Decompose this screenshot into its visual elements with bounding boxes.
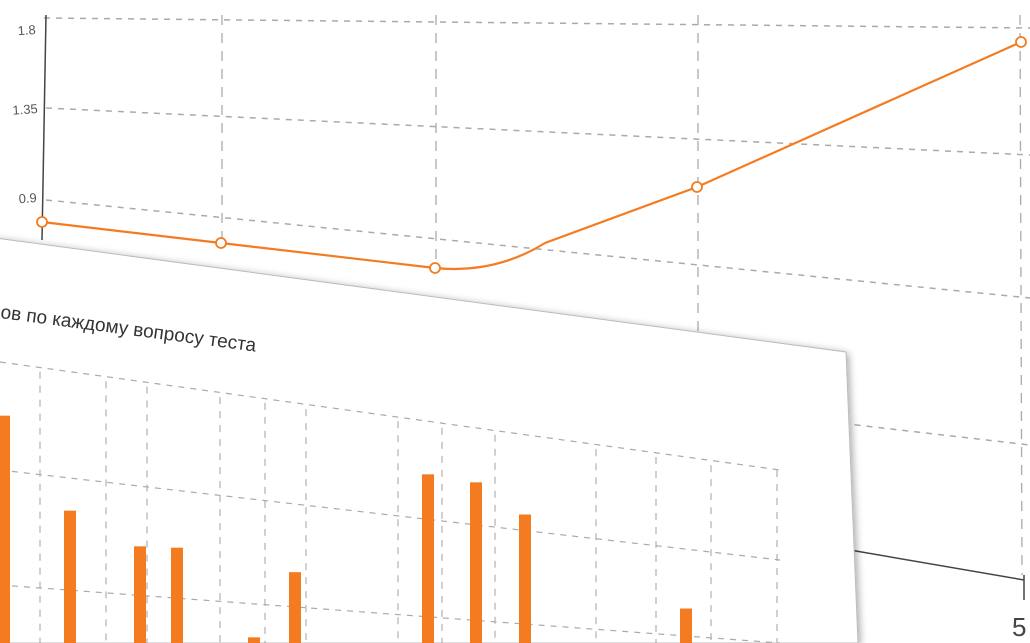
line-chart-y-ticks: 1.8 1.35 0.9 <box>12 22 38 206</box>
data-point <box>215 237 227 249</box>
gridline <box>45 107 1030 156</box>
data-point <box>691 181 703 193</box>
card-background <box>0 238 859 643</box>
bar-chart-grid <box>0 361 781 643</box>
y-tick-label: 0.9 <box>18 190 37 206</box>
y-tick-label: 1.8 <box>17 22 36 38</box>
x-tick-label: 5 <box>1012 612 1026 642</box>
gridline <box>1019 14 1023 576</box>
data-point <box>1015 36 1027 48</box>
bar <box>289 572 301 643</box>
bar <box>422 474 434 643</box>
x-axis <box>849 549 1025 581</box>
bar <box>64 510 76 643</box>
y-axis <box>41 14 47 241</box>
bar <box>519 514 531 643</box>
data-point <box>36 216 48 228</box>
gridline <box>43 17 1030 29</box>
bar <box>470 482 482 643</box>
gridline <box>0 584 781 643</box>
line-series <box>36 36 1027 274</box>
line-chart-axes <box>41 14 1025 600</box>
gridline <box>45 199 1030 299</box>
bar <box>171 547 183 643</box>
bar <box>134 546 146 643</box>
y-tick-label: 1.35 <box>12 101 38 118</box>
series-line <box>41 40 1022 271</box>
bar <box>0 415 10 643</box>
line-chart: 1.8 1.35 0.9 5 <box>12 14 1030 642</box>
bar <box>248 637 260 643</box>
bar <box>680 608 692 643</box>
bar-chart-card: ов по каждому вопросу теста <box>0 238 859 643</box>
bar-chart-bars <box>0 415 692 643</box>
data-point <box>429 262 441 274</box>
